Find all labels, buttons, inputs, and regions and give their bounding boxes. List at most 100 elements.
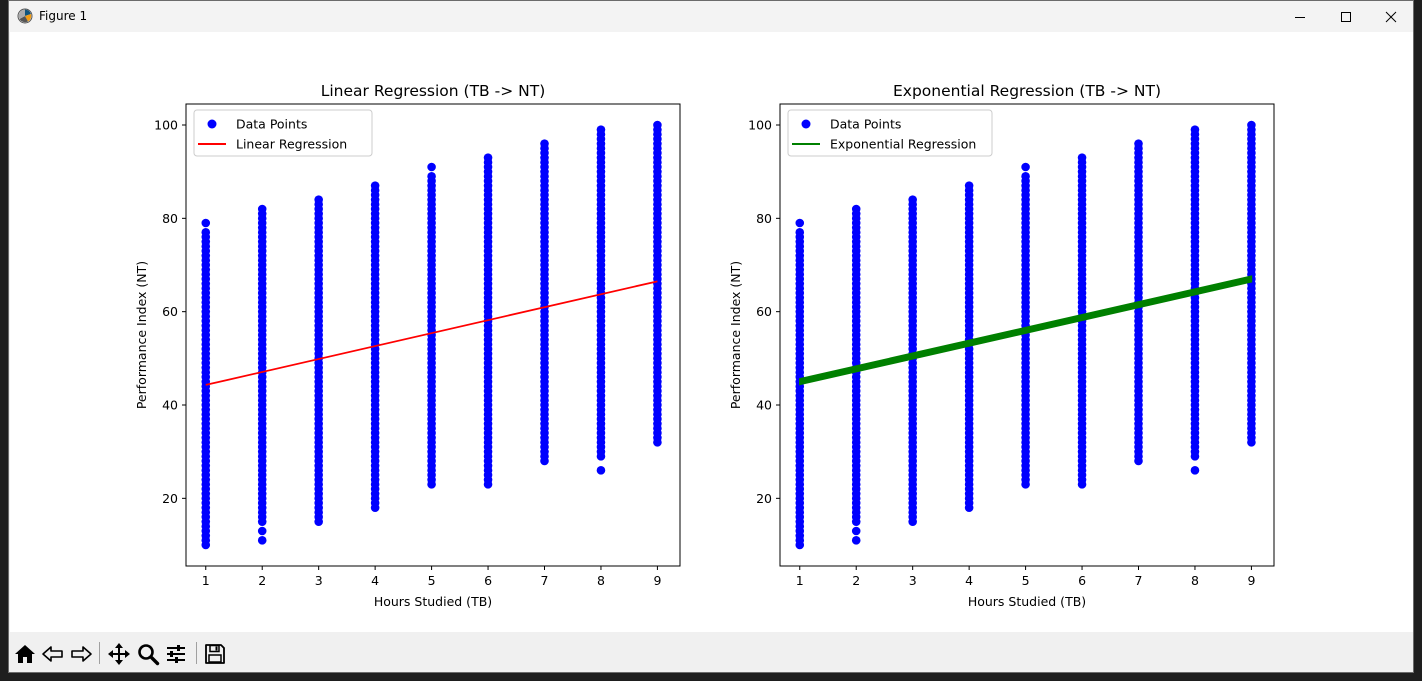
y-axis-label: Performance Index (NT) — [728, 261, 743, 409]
zoom-button[interactable] — [134, 640, 162, 668]
zoom-icon — [138, 644, 160, 666]
x-axis-label: Hours Studied (TB) — [374, 594, 492, 609]
figure-window: Figure 1 1 2 3 4 5 6 7 8 9 20 40 60 80 100 Linear Regr… — [8, 0, 1414, 673]
regression-line — [205, 280, 658, 386]
data-point — [795, 218, 805, 228]
x-tick-label: 1 — [796, 573, 804, 588]
chart-title: Exponential Regression (TB -> NT) — [893, 82, 1161, 100]
legend-box — [787, 109, 993, 157]
y-tick-label: 80 — [162, 211, 178, 226]
data-point — [370, 181, 380, 190]
legend-label-data-points: Data Points — [236, 117, 307, 132]
legend: Data Points Linear Regression — [193, 109, 373, 157]
x-tick-label: 5 — [1022, 573, 1030, 588]
x-tick-label: 5 — [428, 573, 436, 588]
forward-button[interactable] — [67, 640, 95, 668]
legend-label-data-points: Data Points — [830, 117, 901, 132]
data-point — [1134, 139, 1143, 148]
linear-regression-chart: 1 2 3 4 5 6 7 8 9 20 40 60 80 100 Linear Regression (T… — [134, 82, 681, 609]
data-point — [257, 536, 267, 545]
y-tick-label: 100 — [154, 118, 178, 133]
legend-label-regression: Exponential Regression — [830, 137, 976, 152]
y-tick-label: 80 — [756, 211, 772, 226]
data-point — [851, 526, 861, 536]
configure-subplots-icon — [167, 645, 185, 663]
data-point — [851, 536, 861, 545]
minimize-button[interactable] — [1277, 1, 1323, 32]
window-title: Figure 1 — [39, 9, 88, 23]
navigation-toolbar — [10, 632, 1413, 672]
x-tick-label: 3 — [909, 573, 917, 588]
y-tick-label: 60 — [162, 304, 178, 319]
x-tick-label: 8 — [1191, 573, 1199, 588]
data-point — [596, 125, 606, 134]
figure-canvas[interactable]: 1 2 3 4 5 6 7 8 9 20 40 60 80 100 Linear Regression (T… — [10, 32, 1414, 632]
close-button[interactable] — [1368, 1, 1413, 32]
data-point — [540, 139, 549, 148]
data-point — [795, 228, 805, 237]
x-tick-label: 3 — [315, 573, 323, 588]
legend-box — [193, 109, 373, 157]
legend-label-regression: Linear Regression — [236, 137, 347, 152]
y-tick-label: 60 — [756, 304, 772, 319]
data-point — [201, 218, 211, 228]
back-arrow-icon — [42, 646, 63, 662]
x-tick-label: 7 — [1135, 573, 1143, 588]
x-tick-label: 9 — [1247, 573, 1255, 588]
x-tick-label: 2 — [258, 573, 266, 588]
data-point — [483, 153, 493, 162]
data-point — [314, 195, 323, 204]
save-icon — [205, 644, 225, 664]
toolbar-separator — [196, 642, 197, 664]
y-tick-label: 40 — [162, 398, 178, 413]
y-tick-label: 40 — [756, 398, 772, 413]
pan-button[interactable] — [105, 640, 133, 668]
data-point — [1247, 120, 1256, 130]
figure-svg[interactable]: 1 2 3 4 5 6 7 8 9 20 40 60 80 100 Linear Regression (T… — [10, 32, 1414, 632]
back-button[interactable] — [39, 640, 67, 668]
data-point — [1021, 162, 1030, 172]
legend-marker-data-points — [801, 119, 811, 129]
forward-arrow-icon — [71, 646, 92, 662]
title-bar[interactable]: Figure 1 — [9, 1, 1413, 32]
data-points-series — [201, 120, 662, 550]
x-tick-label: 6 — [484, 573, 492, 588]
legend-marker-data-points — [207, 119, 217, 129]
data-point — [427, 172, 436, 181]
x-axis-label: Hours Studied (TB) — [968, 594, 1086, 609]
data-point — [1190, 466, 1200, 475]
data-point — [596, 466, 606, 475]
legend: Data Points Exponential Regression — [787, 109, 993, 157]
data-point — [908, 195, 917, 204]
x-tick-label: 9 — [653, 573, 661, 588]
maximize-button[interactable] — [1323, 1, 1369, 32]
close-icon — [1385, 11, 1397, 22]
configure-subplots-button[interactable] — [162, 640, 190, 668]
data-point — [653, 120, 662, 130]
axes-frame — [779, 103, 1275, 567]
data-point — [257, 204, 267, 214]
x-tick-label: 4 — [371, 573, 379, 588]
x-tick-label: 8 — [597, 573, 605, 588]
x-tick-label: 6 — [1078, 573, 1086, 588]
chart-title: Linear Regression (TB -> NT) — [321, 82, 546, 100]
home-icon — [15, 645, 35, 663]
axes-frame — [185, 103, 681, 567]
x-tick-label: 7 — [541, 573, 549, 588]
data-point — [1077, 153, 1087, 162]
x-tick-label: 2 — [852, 573, 860, 588]
y-tick-label: 20 — [756, 491, 772, 506]
y-tick-label: 100 — [748, 118, 772, 133]
save-button[interactable] — [201, 640, 229, 668]
y-tick-label: 20 — [162, 491, 178, 506]
data-point — [257, 526, 267, 536]
data-point — [427, 162, 436, 172]
matplotlib-icon — [17, 8, 33, 24]
data-point — [964, 181, 974, 190]
home-button[interactable] — [11, 640, 39, 668]
y-axis-label: Performance Index (NT) — [134, 261, 149, 409]
x-tick-label: 1 — [202, 573, 210, 588]
data-point — [1021, 172, 1030, 181]
minimize-icon — [1295, 16, 1305, 18]
pan-icon — [108, 643, 130, 665]
